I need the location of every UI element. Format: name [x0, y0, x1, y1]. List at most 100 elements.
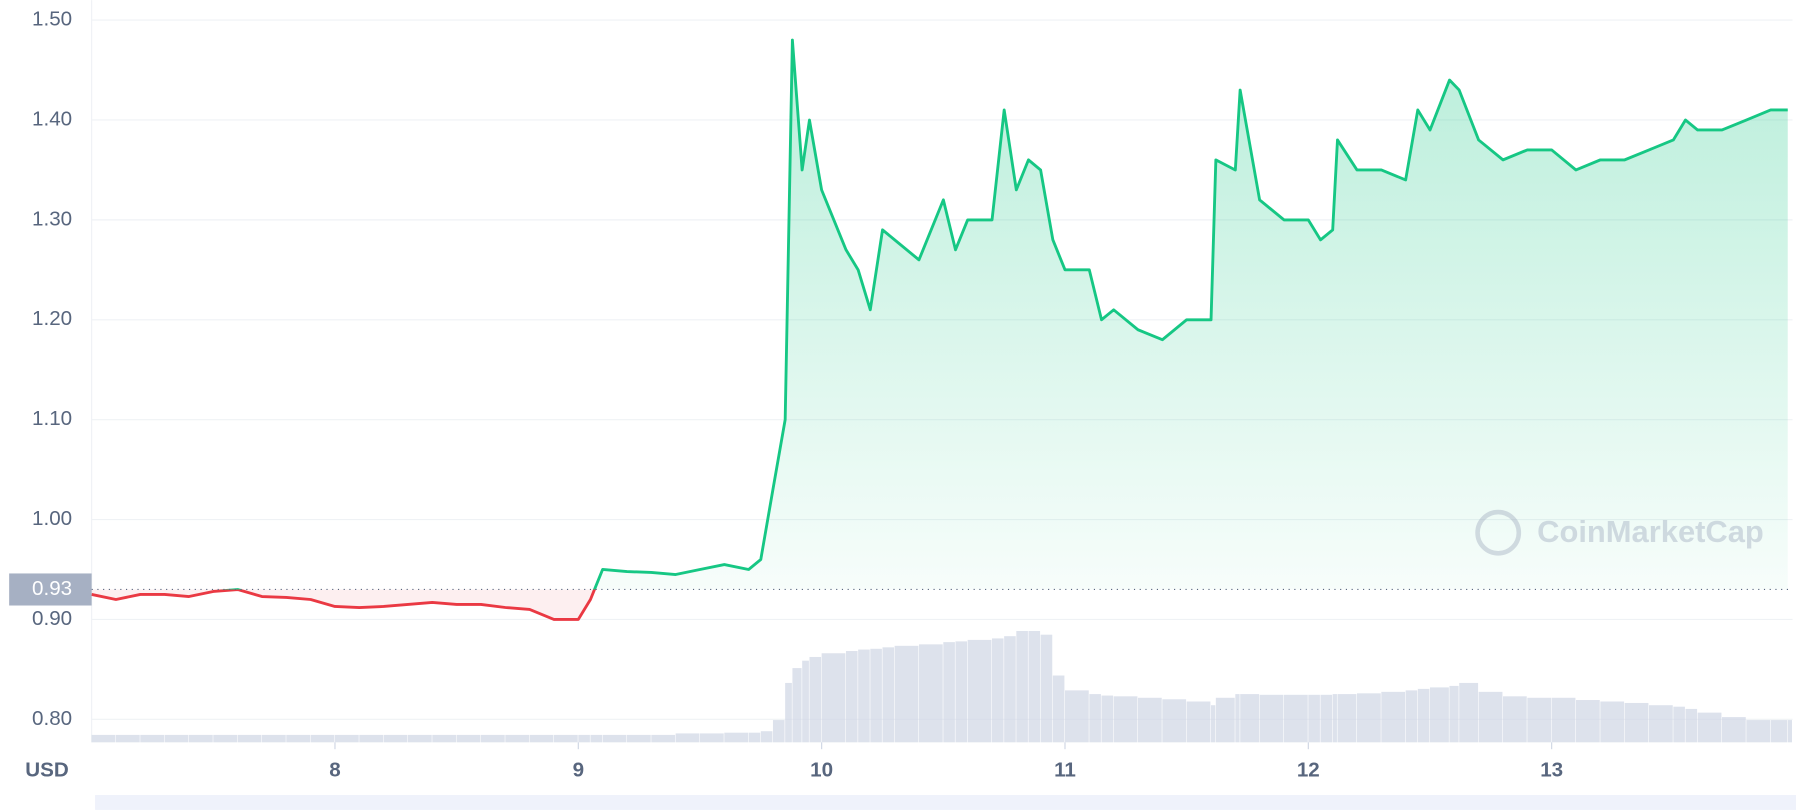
volume-bar [626, 734, 651, 743]
x-tick-label: 9 [573, 758, 584, 781]
y-tick-label: 1.30 [32, 207, 72, 230]
volume-bar [1551, 697, 1576, 743]
volume-bar [1028, 630, 1041, 743]
volume-bar [918, 644, 943, 743]
volume-bar [1575, 700, 1600, 743]
volume-bar [1697, 712, 1722, 743]
y-tick-label: 0.80 [32, 707, 72, 730]
x-tick-label: 8 [329, 758, 340, 781]
x-tick-label: 10 [810, 758, 833, 781]
volume-bar [553, 734, 578, 743]
volume-bar [1459, 682, 1479, 743]
volume-bar [383, 734, 408, 743]
volume-bar [792, 668, 802, 743]
volume-bar [772, 720, 785, 743]
volume-bar [602, 734, 627, 743]
volume-bar [1449, 685, 1459, 743]
price-line-down [91, 589, 597, 621]
volume-bar [1600, 701, 1625, 743]
volume-bar [821, 653, 846, 743]
volume-bar [1648, 705, 1673, 743]
volume-bar [651, 734, 676, 743]
volume-bar [1308, 694, 1320, 743]
volume-bar [237, 734, 262, 743]
volume-bar [991, 638, 1004, 743]
volume-bar [188, 734, 213, 743]
volume-bar [407, 734, 432, 743]
volume-bar [1283, 694, 1308, 743]
watermark-text: CoinMarketCap [1537, 514, 1764, 549]
volume-bar [1770, 720, 1788, 743]
volume-bar [432, 734, 457, 743]
volume-bar [91, 734, 116, 743]
volume-bar [1259, 694, 1284, 743]
watermark-logo [1475, 509, 1522, 556]
volume-bar [1527, 697, 1552, 743]
volume-bar [1787, 720, 1792, 743]
volume-bar [1064, 690, 1089, 743]
volume-bar [1624, 702, 1649, 743]
volume-bar [967, 639, 992, 743]
volume-bar [1332, 694, 1337, 743]
volume-bar [1101, 695, 1114, 743]
volume-bar [261, 734, 286, 743]
volume-bar [529, 734, 554, 743]
volume-bar [894, 645, 919, 743]
volume-bar [748, 732, 761, 743]
volume-bar [1381, 691, 1406, 743]
volume-bar [675, 733, 700, 743]
volume-bar [140, 734, 165, 743]
volume-bar [1320, 694, 1333, 743]
volume-bar [1746, 720, 1771, 743]
volume-bar [724, 732, 749, 743]
volume-bar [578, 734, 590, 743]
x-tick-label: 13 [1540, 758, 1563, 781]
volume-bar [1004, 636, 1016, 743]
area-up [594, 40, 1788, 590]
volume-bar [785, 682, 792, 743]
volume-bar [1052, 675, 1065, 743]
volume-bar [1113, 696, 1138, 743]
volume-bar [870, 648, 882, 743]
volume-bar [213, 734, 238, 743]
volume-bar [955, 641, 968, 743]
volume-bar [802, 660, 809, 743]
volume-bar [505, 734, 530, 743]
area-down [91, 589, 1788, 620]
volume-bar [1215, 697, 1235, 743]
baseline-label: 0.93 [32, 577, 72, 600]
volume-bar [1417, 688, 1430, 743]
price-line-up [220, 38, 1788, 590]
volume-bar [1040, 634, 1053, 743]
volume-bar [1685, 708, 1698, 743]
volume-bar [858, 649, 870, 743]
volume-bar [1186, 701, 1211, 743]
volume-bar [590, 734, 603, 743]
volume-bar [286, 734, 311, 743]
volume-bar [310, 734, 335, 743]
y-tick-label: 0.90 [32, 607, 72, 630]
volume-bar [1210, 705, 1216, 743]
x-tick-label: 11 [1054, 758, 1076, 781]
navigator [95, 795, 1796, 810]
y-tick-label: 1.20 [32, 307, 72, 330]
volume-bar [1240, 694, 1260, 743]
volume-bar [1405, 690, 1418, 743]
volume-bar [1089, 694, 1101, 743]
volume-bar [1673, 706, 1685, 743]
y-axis-label: USD [25, 758, 69, 781]
y-tick-label: 1.50 [32, 8, 72, 31]
volume-bar [1478, 691, 1503, 743]
baseline-badge [9, 573, 92, 606]
y-tick-label: 1.00 [32, 507, 72, 530]
volume-bar [1356, 693, 1381, 743]
volume-bar [760, 731, 773, 743]
volume-bar [1016, 630, 1028, 743]
volume-bar [1337, 694, 1357, 743]
volume-bar [115, 734, 140, 743]
volume-bar [1162, 699, 1187, 743]
volume-bar [809, 656, 822, 743]
volume-bar [1137, 697, 1162, 743]
